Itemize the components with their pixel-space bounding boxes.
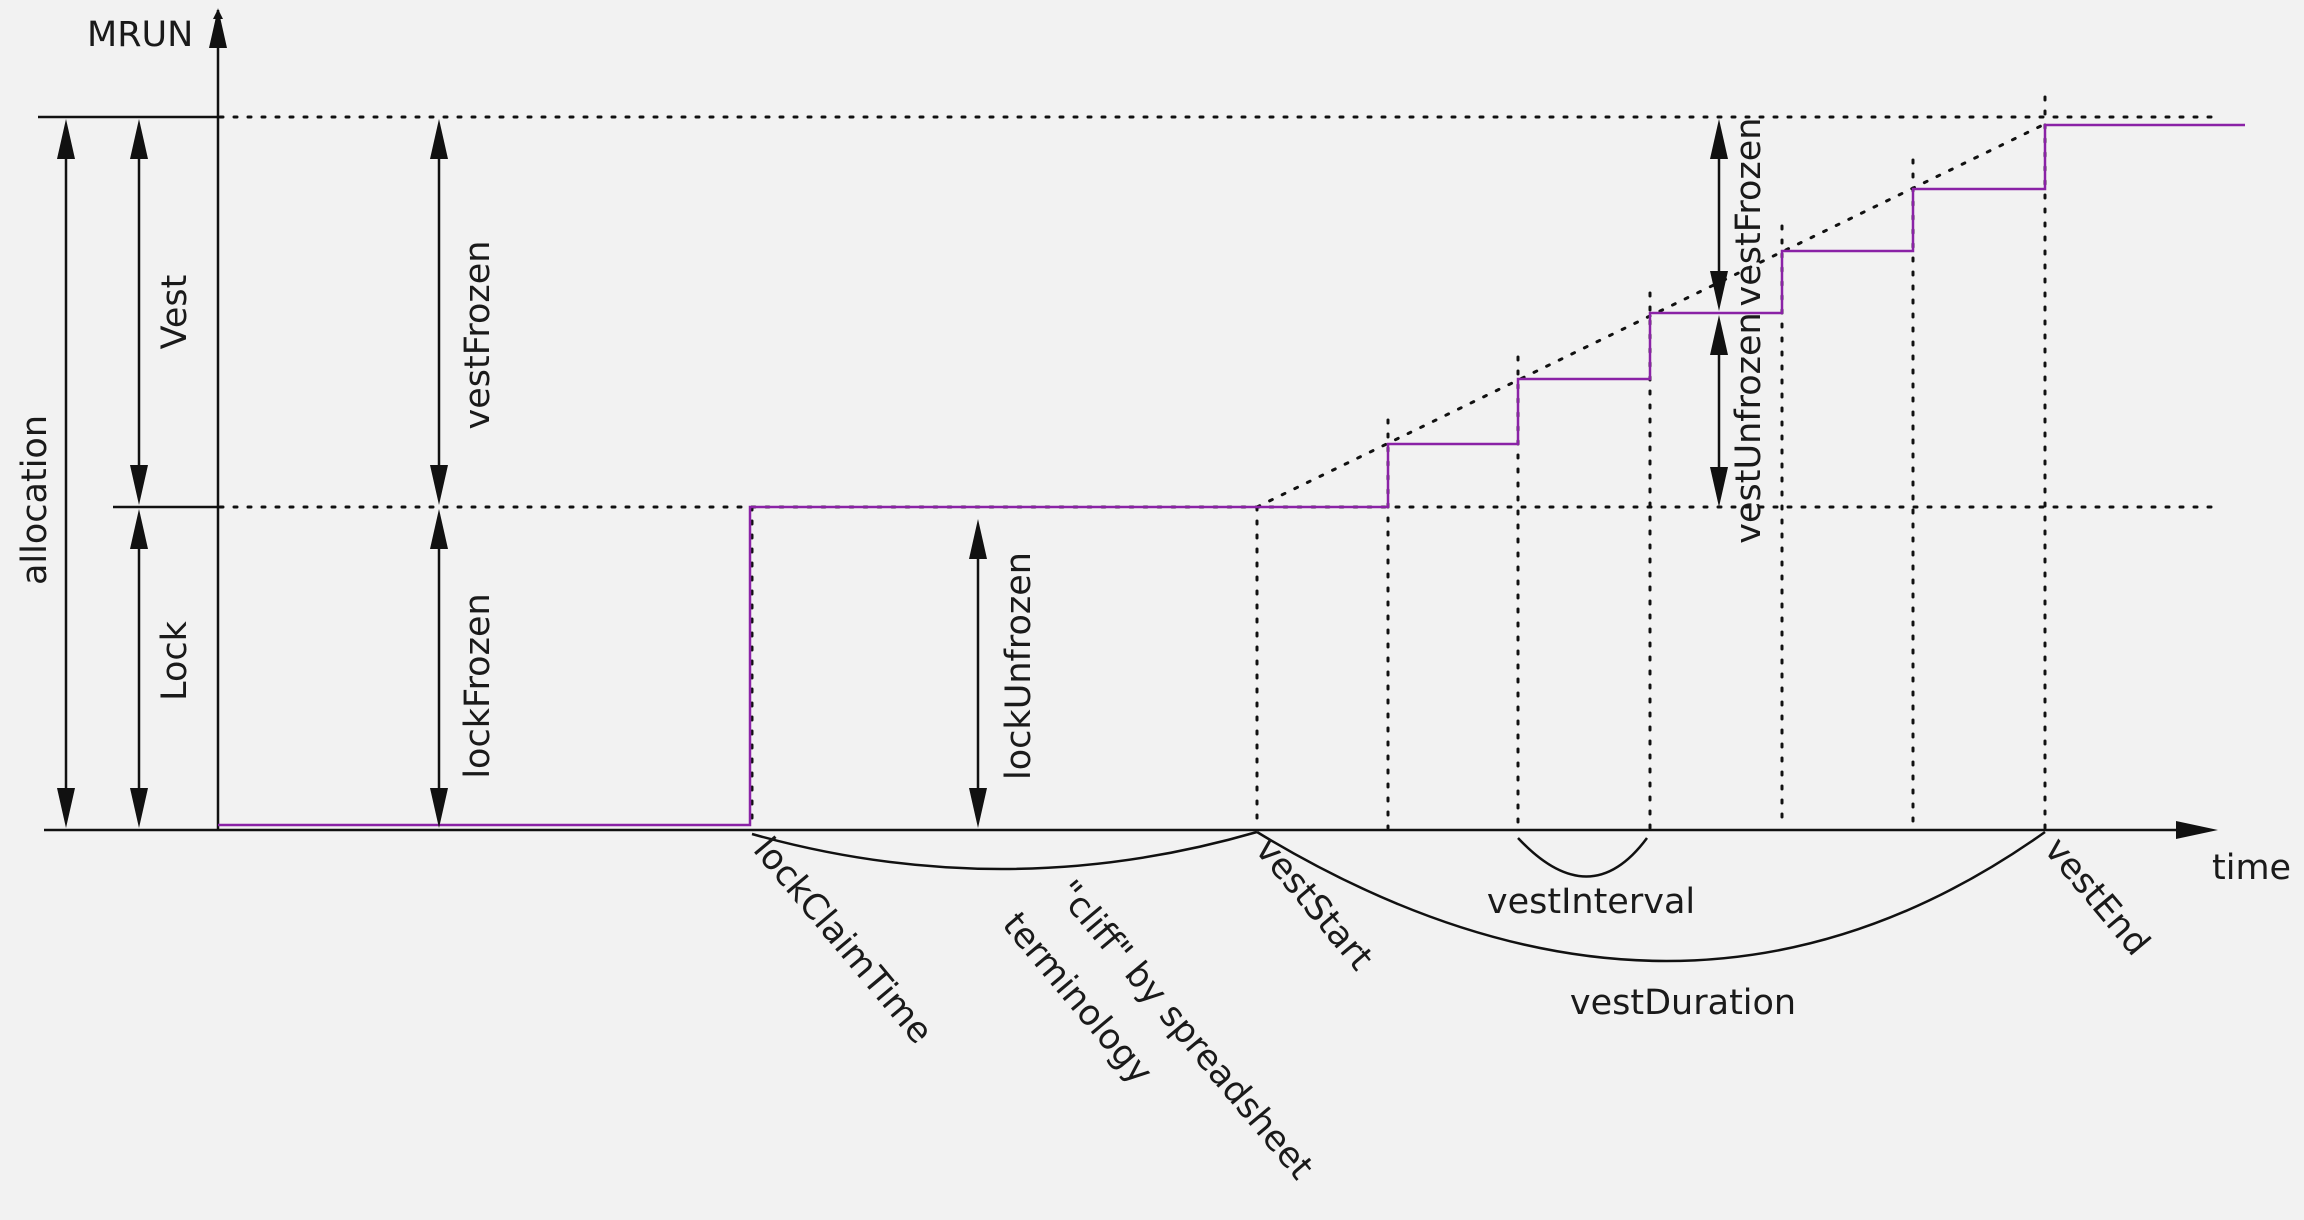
allocation-dimension bbox=[57, 119, 75, 828]
allocation-label: allocation bbox=[15, 415, 55, 585]
lock-frozen-dimension bbox=[430, 509, 448, 828]
vest-interval-label: vestInterval bbox=[1487, 882, 1695, 922]
lock-unfrozen-dimension bbox=[969, 519, 987, 828]
vest-interval-brace bbox=[1517, 837, 1649, 878]
y-axis-label: MRUN bbox=[87, 15, 193, 55]
cliff-brace bbox=[751, 830, 1258, 871]
x-axis-label: time bbox=[2212, 848, 2291, 888]
vest-unfrozen-step-label: vestUnfrozen bbox=[1729, 312, 1769, 543]
vest-dimension bbox=[130, 119, 148, 505]
vest-duration-label: vestDuration bbox=[1570, 983, 1796, 1023]
vest-label: Vest bbox=[155, 275, 195, 350]
vest-frozen-dimension bbox=[430, 119, 448, 505]
vest-frozen-label: vestFrozen bbox=[458, 241, 498, 430]
step-verticals bbox=[750, 95, 2047, 830]
vest-frozen-step-dimension bbox=[1710, 119, 1728, 311]
lock-frozen-label: lockFrozen bbox=[458, 593, 498, 778]
y-axis-arrowhead bbox=[209, 8, 227, 48]
lock-unfrozen-label: lockUnfrozen bbox=[999, 552, 1039, 780]
vest-unfrozen-step-dimension bbox=[1710, 315, 1728, 507]
lock-dimension bbox=[130, 509, 148, 828]
lock-label: Lock bbox=[155, 620, 195, 701]
x-axis-arrowhead bbox=[2176, 821, 2218, 839]
vest-end-label: vestEnd bbox=[2036, 830, 2157, 964]
vest-duration-brace bbox=[1256, 830, 2046, 963]
vest-start-label: vestStart bbox=[1247, 830, 1380, 978]
vest-frozen-step-label: vestFrozen bbox=[1729, 118, 1769, 307]
unlocked-amount-curve bbox=[218, 123, 2245, 827]
